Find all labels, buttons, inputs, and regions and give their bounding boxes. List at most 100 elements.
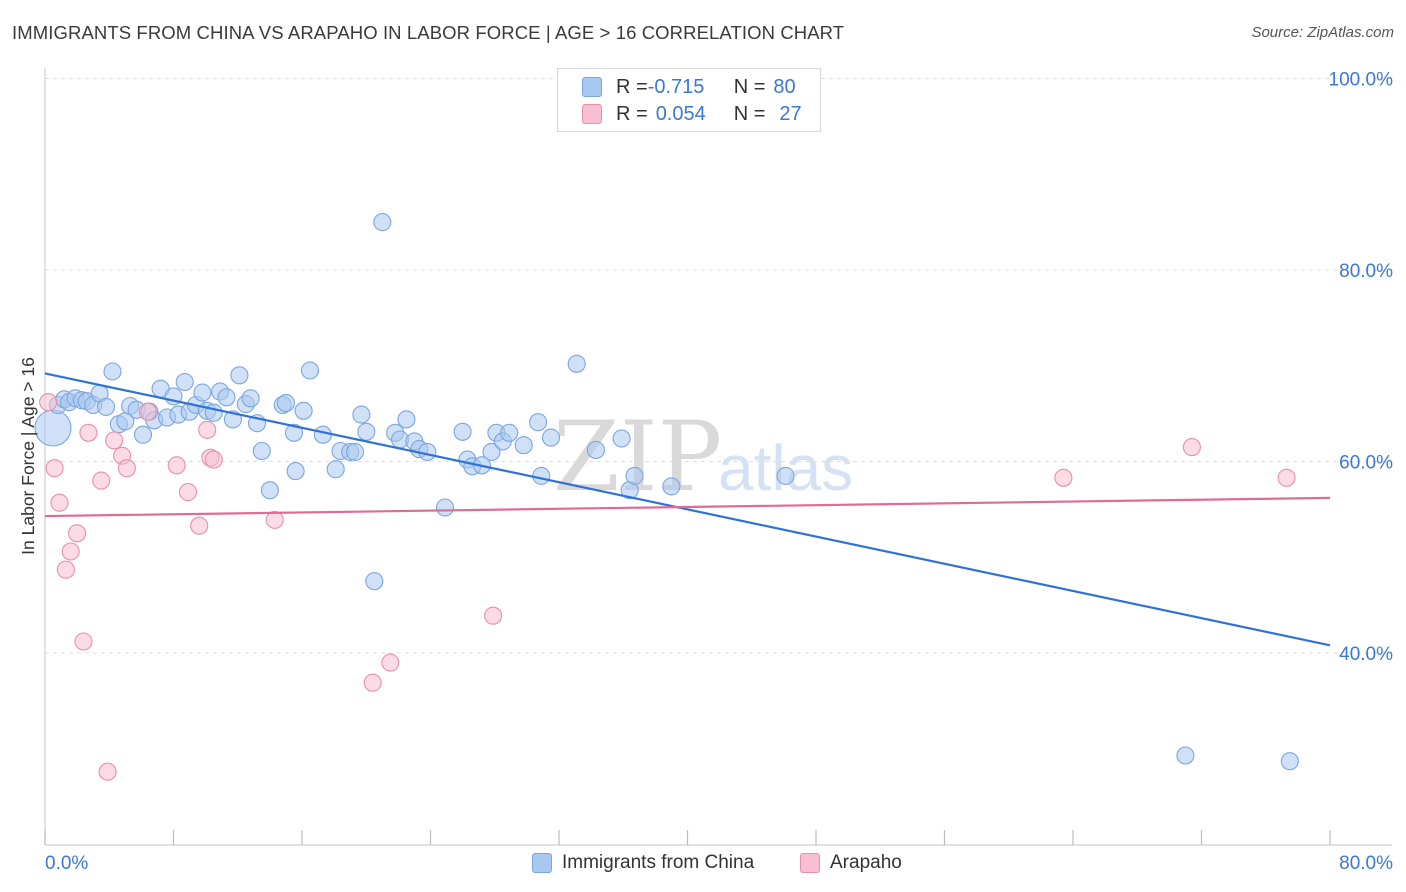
china-point <box>1176 746 1195 765</box>
arapaho-point <box>1182 438 1201 457</box>
arapaho-point <box>484 606 503 625</box>
china-point <box>532 466 551 485</box>
arapaho-point <box>79 423 98 442</box>
arapaho-point <box>117 459 136 478</box>
axis-layer <box>44 68 1392 846</box>
n-value: 80 <box>773 75 796 98</box>
arapaho-point <box>92 471 111 490</box>
arapaho-point <box>50 493 69 512</box>
china-point <box>241 389 260 408</box>
x-tick-label: 0.0% <box>45 853 88 874</box>
china-point <box>541 428 561 447</box>
china-point <box>34 409 72 447</box>
arapaho-point <box>39 393 58 412</box>
china-point <box>365 572 384 591</box>
china-point <box>294 401 313 420</box>
china-swatch <box>582 77 602 97</box>
china-point <box>260 481 279 500</box>
china-point <box>1280 752 1299 771</box>
arapaho-point <box>265 510 284 529</box>
n-label: N = <box>733 102 766 125</box>
china-point <box>300 361 320 380</box>
arapaho-point <box>74 632 93 651</box>
y-axis-label: In Labor Force | Age > 16 <box>18 357 38 555</box>
china-point <box>252 441 271 461</box>
china-point <box>103 362 122 381</box>
n-value: 27 <box>779 102 802 125</box>
china-point <box>373 213 392 232</box>
arapaho-point <box>1054 468 1073 487</box>
chart-title: IMMIGRANTS FROM CHINA VS ARAPAHO IN LABO… <box>12 22 845 43</box>
source-credit: Source: ZipAtlas.com <box>1251 24 1394 41</box>
china-legend-label: Immigrants from China <box>562 852 755 873</box>
china-point <box>276 394 295 413</box>
china-point <box>193 383 212 402</box>
y-tick-label: 60.0% <box>1339 453 1393 474</box>
r-value: 0.054 <box>655 102 706 125</box>
arapaho-swatch <box>582 104 602 124</box>
arapaho-point <box>138 402 157 421</box>
china-trend-line <box>44 372 1331 647</box>
china-point <box>662 477 681 496</box>
china-point <box>345 442 365 461</box>
china-point <box>357 422 376 441</box>
arapaho-trend-line <box>44 496 1331 518</box>
arapaho-point <box>1277 468 1296 487</box>
arapaho-point <box>204 450 223 469</box>
china-point <box>482 442 501 461</box>
arapaho-point <box>178 483 198 502</box>
china-point <box>435 498 455 517</box>
china-point <box>326 460 345 479</box>
china-point <box>514 436 533 455</box>
arapaho-point <box>68 524 87 543</box>
stats-legend-row-arapaho: R = 0.054 N = 27 <box>582 101 802 127</box>
china-point <box>217 388 236 407</box>
china-legend-swatch <box>532 853 552 873</box>
china-point <box>96 397 116 416</box>
china-point <box>133 425 153 444</box>
n-label: N = <box>733 75 766 98</box>
arapaho-point <box>363 673 382 692</box>
arapaho-point <box>61 542 80 561</box>
china-point <box>175 372 194 392</box>
china-point <box>529 413 548 432</box>
y-tick-label: 80.0% <box>1339 261 1393 282</box>
stats-legend-row-china: R = -0.715 N = 80 <box>582 74 796 100</box>
china-point <box>625 466 644 485</box>
trend-layer <box>44 372 1331 647</box>
arapaho-point <box>190 516 209 535</box>
y-tick-label: 40.0% <box>1339 644 1393 665</box>
r-label: R = <box>616 75 648 98</box>
china-point <box>284 423 304 442</box>
arapaho-point <box>98 762 117 781</box>
legend-item-arapaho: Arapaho <box>800 852 902 874</box>
china-point <box>230 366 249 385</box>
china-point <box>776 466 795 485</box>
arapaho-point <box>45 459 64 478</box>
arapaho-legend-label: Arapaho <box>830 852 902 873</box>
china-point <box>313 425 332 444</box>
r-label: R = <box>616 102 648 125</box>
china-point <box>500 423 519 442</box>
china-point <box>352 405 371 424</box>
china-point <box>397 410 416 429</box>
y-tick-label: 100.0% <box>1329 70 1394 91</box>
china-point <box>612 429 631 448</box>
grid-layer <box>45 78 1392 654</box>
arapaho-legend-swatch <box>800 853 820 873</box>
legend-item-china: Immigrants from China <box>532 852 754 874</box>
label-layer: 100.0% 80.0% 60.0% 40.0% 0.0% 80.0% In Labor F… <box>18 70 1393 875</box>
arapaho-point <box>198 420 217 439</box>
arapaho-point <box>381 653 400 672</box>
china-point <box>418 442 437 461</box>
arapaho-point <box>167 456 186 475</box>
china-point <box>286 462 305 481</box>
x-tick-label: 80.0% <box>1339 853 1393 874</box>
arapaho-point <box>56 560 75 579</box>
china-point <box>567 354 586 373</box>
china-point <box>453 422 472 441</box>
r-value: -0.715 <box>647 75 705 98</box>
arapaho-point <box>105 431 124 450</box>
watermark-zip: ZIP <box>553 401 722 513</box>
